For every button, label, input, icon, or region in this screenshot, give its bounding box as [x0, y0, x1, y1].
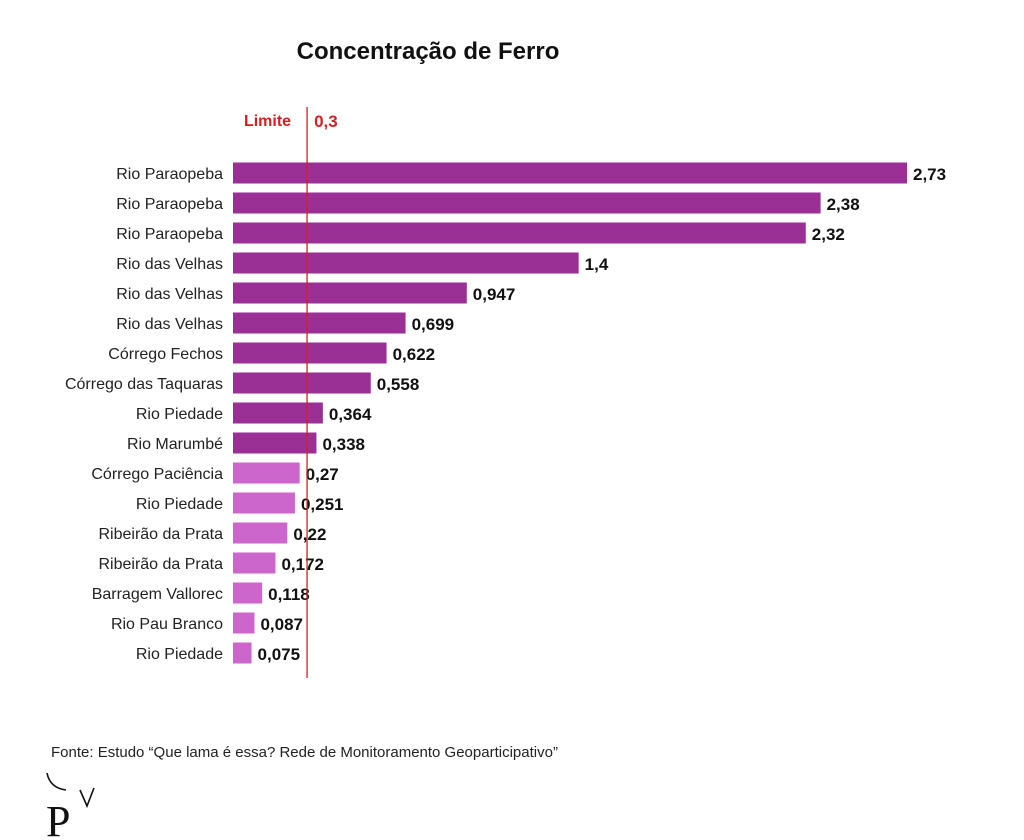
bar [233, 282, 467, 304]
data-label: 0,364 [329, 405, 372, 424]
bar [233, 642, 252, 664]
bar [233, 522, 288, 544]
category-label: Barragem Vallorec [92, 586, 223, 603]
category-label: Rio das Velhas [116, 316, 223, 333]
category-label: Rio das Velhas [116, 256, 223, 273]
data-label: 0,251 [301, 495, 344, 514]
source-note: Fonte: Estudo “Que lama é essa? Rede de … [51, 744, 558, 761]
category-label: Rio Piedade [136, 646, 223, 663]
category-label: Rio Paraopeba [116, 226, 223, 243]
data-label: 2,38 [827, 195, 860, 214]
bar [233, 192, 821, 214]
bar [233, 552, 276, 574]
bar-chart: Rio Paraopeba 2,73 Rio Paraopeba 2,38 Rio Pa… [65, 107, 946, 678]
data-label: 0,699 [412, 315, 455, 334]
data-label: 0,558 [377, 375, 420, 394]
category-label: Rio Piedade [136, 496, 223, 513]
category-label: Rio Marumbé [127, 436, 223, 453]
data-label: 2,73 [913, 165, 946, 184]
bar [233, 402, 323, 424]
bar [233, 432, 317, 454]
limit-value-label: 0,3 [314, 112, 338, 131]
category-label: Córrego das Taquaras [65, 376, 223, 393]
category-label: Rio Paraopeba [116, 196, 223, 213]
bar [233, 162, 907, 184]
category-label: Ribeirão da Prata [98, 526, 223, 543]
bar [233, 582, 263, 604]
data-label: 0,087 [260, 615, 303, 634]
data-label: 0,27 [306, 465, 339, 484]
data-label: 0,22 [293, 525, 326, 544]
data-label: 0,947 [473, 285, 516, 304]
limit-label: Limite [244, 113, 291, 130]
bar [233, 492, 295, 514]
limit-layer: Limite 0,3 [244, 107, 338, 678]
category-label: Córrego Fechos [108, 346, 223, 363]
bars-layer: Rio Paraopeba 2,73 Rio Paraopeba 2,38 Rio Pa… [65, 162, 946, 664]
bar [233, 312, 406, 334]
data-label: 0,118 [268, 585, 310, 604]
data-label: 0,338 [322, 435, 365, 454]
category-label: Rio Piedade [136, 406, 223, 423]
bar [233, 342, 387, 364]
bar [233, 222, 806, 244]
data-label: 1,4 [585, 255, 609, 274]
p-logo-icon: P [46, 772, 95, 840]
data-label: 0,172 [281, 555, 324, 574]
bar [233, 372, 371, 394]
category-label: Rio Paraopeba [116, 166, 223, 183]
category-label: Rio das Velhas [116, 286, 223, 303]
bar [233, 612, 255, 634]
data-label: 0,075 [258, 645, 301, 664]
logo-letter: P [46, 797, 70, 840]
bar [233, 462, 300, 484]
data-label: 0,622 [393, 345, 436, 364]
bar [233, 252, 579, 274]
data-label: 2,32 [812, 225, 845, 244]
chart-title: Concentração de Ferro [296, 38, 560, 65]
category-label: Córrego Paciência [91, 466, 223, 483]
category-label: Ribeirão da Prata [98, 556, 223, 573]
category-label: Rio Pau Branco [111, 616, 223, 633]
